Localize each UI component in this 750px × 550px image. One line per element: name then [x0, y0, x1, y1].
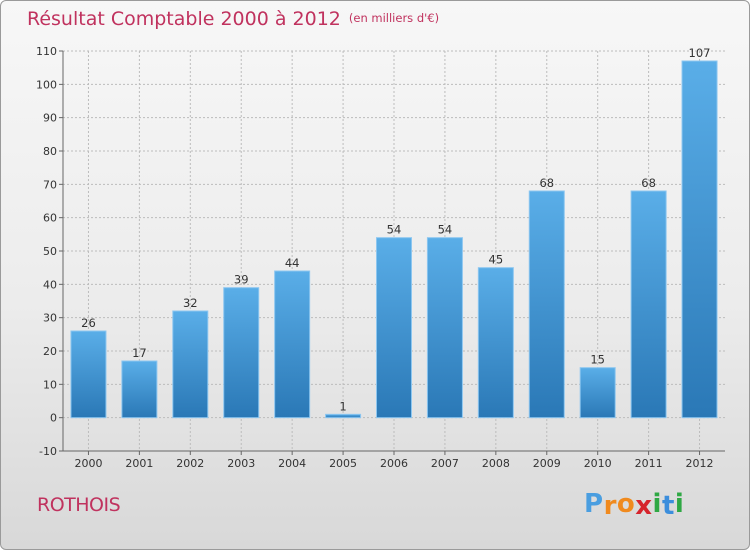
- x-tick-label: 2008: [482, 457, 510, 470]
- x-tick-label: 2000: [74, 457, 102, 470]
- logo-letter: x: [635, 491, 653, 521]
- x-tick-label: 2012: [686, 457, 714, 470]
- bar: [274, 270, 311, 419]
- data-label: 54: [438, 223, 453, 237]
- y-tick-label: 110: [36, 45, 57, 58]
- y-tick-label: -10: [39, 445, 57, 458]
- y-tick-label: 70: [43, 178, 57, 191]
- bar: [70, 330, 107, 419]
- bar: [630, 190, 667, 419]
- data-label: 26: [81, 316, 96, 330]
- y-tick-label: 30: [43, 312, 57, 325]
- data-label: 39: [234, 273, 249, 287]
- data-label: 1: [339, 399, 346, 413]
- bar: [223, 287, 260, 419]
- logo-letter: r: [603, 491, 617, 521]
- bars: [70, 60, 718, 419]
- bar: [172, 310, 209, 419]
- chart-title-text: Résultat Comptable 2000 à 2012: [27, 8, 341, 30]
- bar: [121, 360, 158, 419]
- data-label: 17: [132, 346, 147, 360]
- data-label: 45: [489, 253, 504, 267]
- chart-subtitle: (en milliers d'€): [348, 11, 440, 25]
- bar: [426, 237, 463, 419]
- bar: [528, 190, 565, 419]
- x-tick-label: 2007: [431, 457, 459, 470]
- data-label: 15: [590, 353, 605, 367]
- logo-letter: i: [652, 489, 662, 519]
- proxiti-logo: Proxiti: [584, 489, 685, 521]
- x-tick-label: 2002: [176, 457, 204, 470]
- x-tick-label: 2004: [278, 457, 306, 470]
- bar: [579, 367, 616, 419]
- bar: [681, 60, 718, 419]
- chart-title: Résultat Comptable 2000 à 2012 (en millie…: [27, 8, 439, 30]
- data-label: 107: [689, 46, 711, 60]
- y-tick-label: 80: [43, 145, 57, 158]
- x-tick-label: 2011: [635, 457, 663, 470]
- data-label: 44: [285, 256, 300, 270]
- y-tick-label: 60: [43, 212, 57, 225]
- y-tick-label: 50: [43, 245, 57, 258]
- data-labels: 26 17 32 39 44 1 54 54 45 68 15 68 107: [81, 46, 710, 413]
- x-tick-label: 2006: [380, 457, 408, 470]
- place-name: ROTHOIS: [37, 494, 121, 516]
- y-tick-label: 100: [36, 78, 57, 91]
- bar: [325, 413, 362, 419]
- logo-letter: P: [584, 489, 604, 519]
- data-label: 68: [641, 176, 656, 190]
- x-tick-label: 2005: [329, 457, 357, 470]
- y-tick-label: 0: [50, 412, 57, 425]
- x-tick-label: 2009: [533, 457, 561, 470]
- bar: [376, 237, 412, 419]
- data-label: 32: [183, 296, 198, 310]
- y-tick-label: 20: [43, 345, 57, 358]
- y-tick-label: 90: [43, 112, 57, 125]
- y-tick-label: 40: [43, 278, 57, 291]
- axes: -10 0 10 20 30 40 50 60 70 80 90 100 110 2000 2001 2002…: [36, 45, 725, 470]
- x-tick-label: 2001: [125, 457, 153, 470]
- logo-letter: o: [616, 489, 636, 519]
- x-tick-label: 2003: [227, 457, 255, 470]
- data-label: 68: [539, 176, 554, 190]
- y-tick-label: 10: [43, 378, 57, 391]
- x-tick-label: 2010: [584, 457, 612, 470]
- bar: [477, 267, 514, 419]
- logo-letter: t: [661, 491, 675, 521]
- logo-letter: i: [674, 489, 685, 519]
- data-label: 54: [387, 223, 402, 237]
